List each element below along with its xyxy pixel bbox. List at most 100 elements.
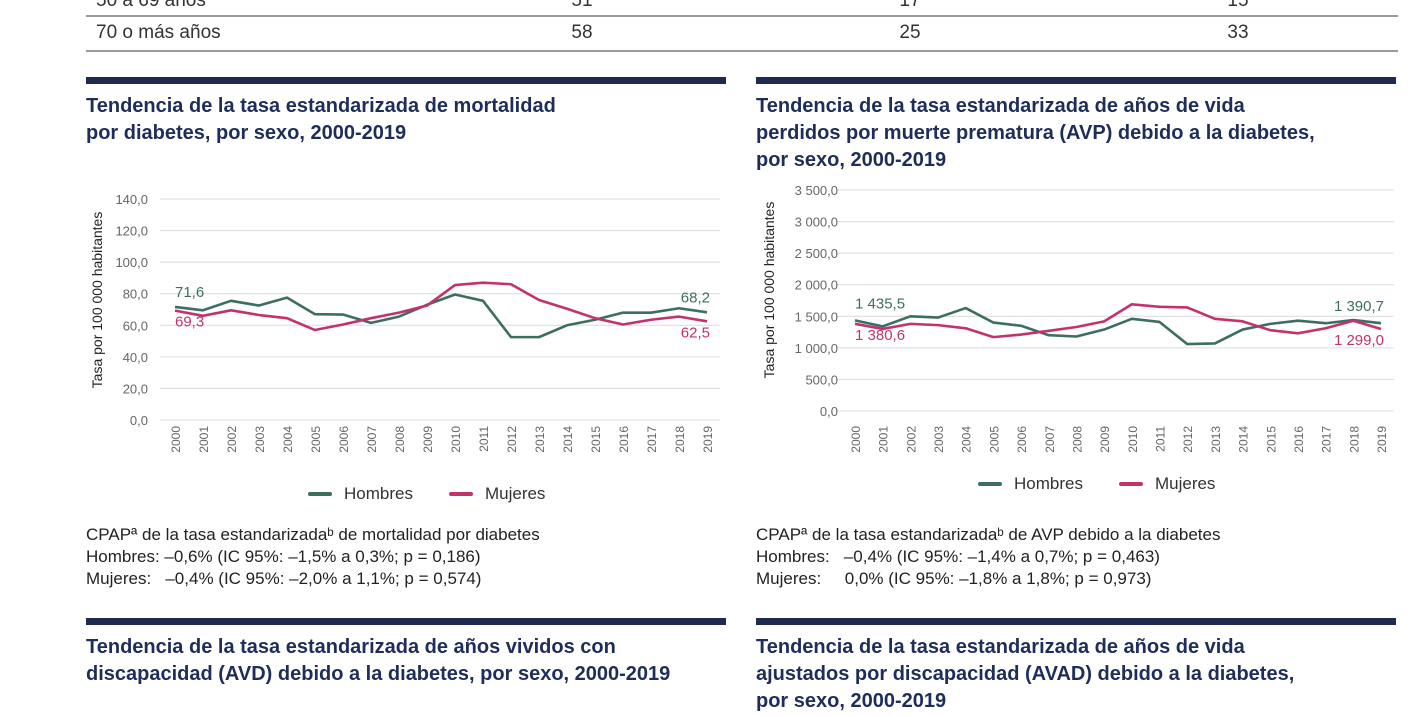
y-tick-label: 0,0: [130, 413, 148, 428]
section-rule: [86, 618, 726, 625]
y-tick-label: 100,0: [115, 255, 148, 270]
x-tick-label: 2006: [1015, 426, 1029, 453]
table-cell: 51: [571, 0, 592, 12]
y-axis-label: Tasa por 100 000 habitantes: [761, 202, 777, 379]
table-cell: 25: [899, 22, 920, 44]
y-tick-label: 140,0: [115, 192, 148, 207]
x-tick-label: 2015: [1264, 426, 1278, 453]
chart-legend: Hombres Mujeres: [308, 484, 545, 504]
x-tick-label: 2004: [960, 426, 974, 453]
cpap-mujeres: Mujeres: 0,0% (IC 95%: –1,8% a 1,8%; p =…: [756, 568, 1151, 590]
end-data-label: 1 299,0: [1334, 332, 1384, 349]
x-tick-label: 2009: [421, 426, 435, 453]
x-tick-label: 2008: [393, 426, 407, 453]
x-tick-label: 2007: [365, 426, 379, 453]
x-tick-label: 2001: [197, 426, 211, 453]
x-tick-label: 2010: [449, 426, 463, 453]
legend-label-mujeres: Mujeres: [485, 484, 545, 504]
x-tick-label: 2013: [533, 426, 547, 453]
avp-chart: 0,0 500,0 1 000,0 1 500,0 2 000,0 2 500,0 3 00…: [750, 180, 1410, 470]
start-data-label: 71,6: [175, 284, 204, 301]
legend-label-hombres: Hombres: [1014, 474, 1083, 494]
cpap-mujeres: Mujeres: –0,4% (IC 95%: –2,0% a 1,1%; p …: [86, 568, 481, 590]
y-tick-label: 2 500,0: [795, 246, 838, 261]
chart-legend: Hombres Mujeres: [978, 474, 1215, 494]
series-line-hombres: [175, 295, 707, 338]
mortality-chart: 0,0 20,0 40,0 60,0 80,0 100,0 120,0 140,0 Tasa p…: [80, 180, 730, 480]
end-data-label: 68,2: [681, 289, 710, 306]
table-row-label: 50 a 69 años: [96, 0, 206, 12]
cpap-hombres: Hombres: –0,4% (IC 95%: –1,4% a 0,7%; p …: [756, 546, 1160, 568]
chart-title: Tendencia de la tasa estandarizada de añ…: [756, 634, 1294, 715]
x-tick-label: 2013: [1209, 426, 1223, 453]
cpap-hombres: Hombres: –0,6% (IC 95%: –1,5% a 0,3%; p …: [86, 546, 481, 568]
y-axis-label: Tasa por 100 000 habitantes: [89, 212, 105, 389]
table-cell: 33: [1227, 22, 1248, 44]
x-tick-label: 2019: [701, 426, 715, 453]
cpap-title: CPAPª de la tasa estandarizadaᵇ de morta…: [86, 524, 540, 546]
x-tick-label: 2018: [673, 426, 687, 453]
section-rule: [756, 618, 1396, 625]
start-data-label: 1 435,5: [855, 295, 905, 312]
series-line-mujeres: [175, 283, 707, 330]
x-tick-label: 2010: [1126, 426, 1140, 453]
x-tick-label: 2011: [1154, 426, 1168, 452]
x-tick-label: 2014: [1237, 426, 1251, 453]
x-tick-label: 2000: [169, 426, 183, 453]
x-tick-label: 2001: [877, 426, 891, 453]
x-tick-label: 2002: [225, 426, 239, 453]
x-tick-label: 2016: [617, 426, 631, 453]
x-tick-label: 2017: [645, 426, 659, 453]
x-tick-label: 2019: [1375, 426, 1389, 453]
y-tick-label: 1 500,0: [795, 309, 838, 324]
y-tick-label: 3 500,0: [795, 183, 838, 198]
x-tick-label: 2003: [932, 426, 946, 453]
x-tick-label: 2016: [1292, 426, 1306, 453]
x-tick-label: 2003: [253, 426, 267, 453]
x-tick-label: 2006: [337, 426, 351, 453]
x-tick-label: 2008: [1070, 426, 1084, 453]
legend-label-hombres: Hombres: [344, 484, 413, 504]
table-cell: 58: [571, 22, 592, 44]
y-tick-label: 500,0: [805, 372, 838, 387]
x-tick-label: 2000: [849, 426, 863, 453]
legend-swatch-hombres: [978, 482, 1002, 486]
y-tick-label: 120,0: [115, 224, 148, 239]
legend-label-mujeres: Mujeres: [1155, 474, 1215, 494]
y-tick-label: 2 000,0: [795, 278, 838, 293]
x-tick-label: 2007: [1043, 426, 1057, 453]
x-tick-label: 2005: [987, 426, 1001, 453]
start-data-label: 69,3: [175, 314, 204, 331]
x-tick-label: 2012: [1181, 426, 1195, 453]
table-cell: 15: [1227, 0, 1248, 12]
x-tick-label: 2002: [904, 426, 918, 453]
legend-swatch-hombres: [308, 492, 332, 496]
cpap-title: CPAPª de la tasa estandarizadaᵇ de AVP d…: [756, 524, 1220, 546]
y-tick-label: 60,0: [123, 318, 148, 333]
end-data-label: 62,5: [681, 324, 710, 341]
x-tick-label: 2017: [1320, 426, 1334, 453]
y-tick-label: 0,0: [820, 404, 838, 419]
y-tick-label: 20,0: [123, 381, 148, 396]
table-divider: [86, 50, 1398, 52]
x-tick-label: 2012: [505, 426, 519, 453]
section-rule: [756, 77, 1396, 84]
y-tick-label: 3 000,0: [795, 215, 838, 230]
legend-swatch-mujeres: [1119, 482, 1143, 486]
end-data-label: 1 390,7: [1334, 298, 1384, 315]
chart-title: Tendencia de la tasa estandarizada de añ…: [756, 93, 1315, 174]
x-tick-label: 2015: [589, 426, 603, 453]
y-tick-label: 80,0: [123, 287, 148, 302]
x-tick-label: 2004: [281, 426, 295, 453]
chart-title: Tendencia de la tasa estandarizada de mo…: [86, 93, 556, 147]
y-tick-label: 1 000,0: [795, 341, 838, 356]
table-divider: [86, 15, 1398, 17]
x-tick-label: 2009: [1098, 426, 1112, 453]
start-data-label: 1 380,6: [855, 327, 905, 344]
legend-swatch-mujeres: [449, 492, 473, 496]
y-tick-label: 40,0: [123, 350, 148, 365]
table-row-label: 70 o más años: [96, 22, 221, 44]
chart-title: Tendencia de la tasa estandarizada de añ…: [86, 634, 670, 688]
table-cell: 17: [899, 0, 920, 12]
x-tick-label: 2014: [561, 426, 575, 453]
